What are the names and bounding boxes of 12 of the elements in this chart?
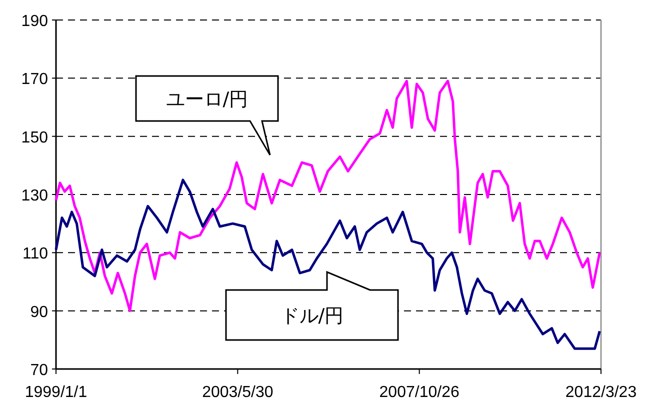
x-tick-label: 1999/1/1 [24, 384, 88, 401]
x-tick-label: 2003/5/30 [202, 384, 274, 401]
series-label: ドル/円 [280, 305, 344, 327]
x-tick-label: 2012/3/23 [565, 384, 637, 401]
y-tick-label: 170 [21, 71, 48, 88]
y-tick-label: 130 [21, 188, 48, 204]
y-tick-label: 90 [30, 304, 48, 321]
y-tick-label: 110 [22, 246, 48, 263]
x-tick-label: 2007/10/26 [379, 384, 460, 401]
y-tick-label: 150 [21, 129, 48, 146]
y-tick-label: 190 [21, 13, 48, 30]
y-tick-label: 70 [30, 362, 48, 379]
